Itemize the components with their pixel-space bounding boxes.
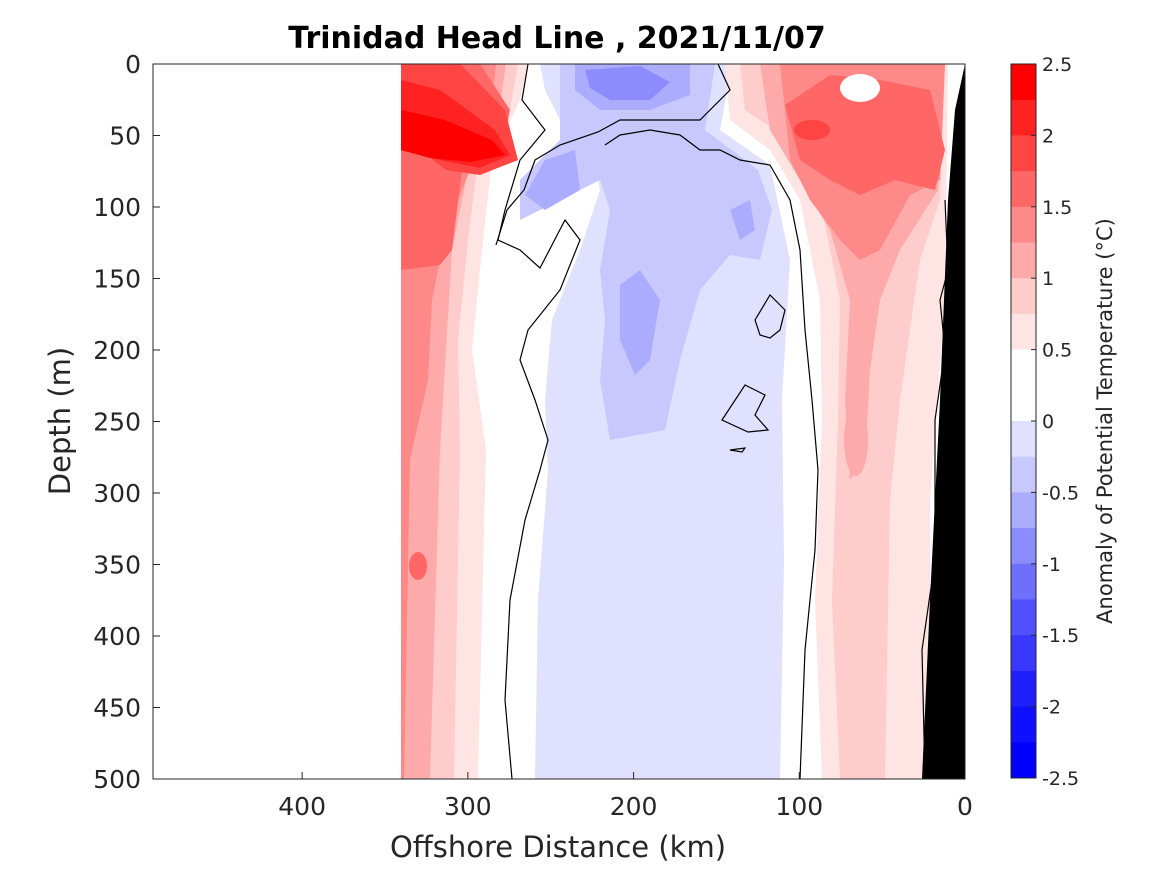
cool-core-1 bbox=[585, 66, 670, 100]
colorbar-swatch bbox=[1011, 742, 1036, 779]
colorbar-swatch bbox=[1011, 670, 1036, 708]
colorbar-swatch bbox=[1011, 242, 1036, 279]
y-tick-label: 150 bbox=[93, 265, 141, 294]
colorbar-swatch bbox=[1011, 456, 1036, 493]
colorbar-tick-label: -0.5 bbox=[1042, 482, 1079, 504]
y-axis-ticks: 0 50 100 150 200 250 300 350 400 450 500 bbox=[93, 50, 160, 794]
warm-core-west-25 bbox=[401, 110, 505, 162]
colorbar-tick-label: 1 bbox=[1042, 268, 1054, 290]
x-axis-label: Offshore Distance (km) bbox=[390, 830, 726, 864]
colorbar-swatch bbox=[1011, 206, 1036, 243]
warm-spot-east-50m bbox=[794, 120, 830, 140]
warm-band-east-125 bbox=[785, 75, 945, 195]
colorbar-swatch bbox=[1011, 64, 1036, 101]
colorbar-swatch bbox=[1011, 706, 1036, 743]
chart-title: Trinidad Head Line , 2021/11/07 bbox=[288, 21, 825, 56]
colorbar-swatch bbox=[1011, 528, 1036, 565]
zero-contour-lines bbox=[495, 64, 949, 779]
colorbar-tick-label: -2.5 bbox=[1042, 768, 1079, 790]
y-axis-label: Depth (m) bbox=[43, 347, 77, 495]
y-tick-label: 350 bbox=[93, 551, 141, 580]
warm-spot-east-near-surface bbox=[840, 74, 880, 102]
y-tick-label: 50 bbox=[109, 122, 141, 151]
y-tick-label: 500 bbox=[93, 765, 141, 794]
y-tick-label: 450 bbox=[93, 694, 141, 723]
colorbar bbox=[1011, 64, 1036, 779]
x-tick-label: 100 bbox=[775, 792, 823, 821]
colorbar-swatch bbox=[1011, 313, 1036, 351]
y-tick-label: 400 bbox=[93, 622, 141, 651]
x-tick-label: 200 bbox=[610, 792, 658, 821]
y-tick-label: 0 bbox=[125, 50, 141, 79]
colorbar-swatch bbox=[1011, 599, 1036, 636]
colorbar-swatch bbox=[1011, 171, 1036, 208]
x-tick-label: 0 bbox=[957, 792, 973, 821]
colorbar-swatch bbox=[1011, 563, 1036, 600]
colorbar-tick-label: 2.5 bbox=[1042, 54, 1072, 76]
colorbar-swatch bbox=[1011, 278, 1036, 315]
colorbar-tick-label: 2 bbox=[1042, 125, 1054, 147]
colorbar-swatch bbox=[1011, 635, 1036, 672]
warm-spot-350m bbox=[409, 552, 427, 580]
cool-band-05 bbox=[520, 64, 772, 440]
colorbar-ticks: 2.5 2 1.5 1 0.5 0 -0.5 -1 -1.5 -2 -2.5 bbox=[1031, 54, 1079, 790]
colorbar-swatch bbox=[1011, 421, 1036, 458]
y-tick-label: 300 bbox=[93, 479, 141, 508]
colorbar-label: Anomaly of Potential Temperature (°C) bbox=[1093, 218, 1117, 624]
x-tick-label: 300 bbox=[444, 792, 492, 821]
colorbar-swatch bbox=[1011, 135, 1036, 172]
colorbar-tick-label: -1 bbox=[1042, 554, 1061, 576]
contour-fill-layer bbox=[401, 64, 965, 779]
colorbar-swatch bbox=[1011, 492, 1036, 529]
x-tick-label: 400 bbox=[278, 792, 326, 821]
y-tick-label: 250 bbox=[93, 408, 141, 437]
y-tick-label: 200 bbox=[93, 336, 141, 365]
bathymetry-seafloor bbox=[922, 64, 965, 779]
cool-band-075 bbox=[525, 64, 755, 375]
y-tick-label: 100 bbox=[93, 193, 141, 222]
x-axis-ticks: 400 300 200 100 0 bbox=[278, 772, 973, 821]
colorbar-swatch bbox=[1011, 385, 1036, 422]
colorbar-tick-label: -1.5 bbox=[1042, 625, 1079, 647]
colorbar-tick-label: 1.5 bbox=[1042, 197, 1072, 219]
warm-spot-east-150m bbox=[844, 404, 868, 476]
colorbar-tick-label: 0 bbox=[1042, 411, 1054, 433]
colorbar-tick-label: 0.5 bbox=[1042, 340, 1072, 362]
colorbar-tick-label: -2 bbox=[1042, 697, 1061, 719]
colorbar-swatch bbox=[1011, 99, 1036, 136]
colorbar-swatch bbox=[1011, 349, 1036, 386]
